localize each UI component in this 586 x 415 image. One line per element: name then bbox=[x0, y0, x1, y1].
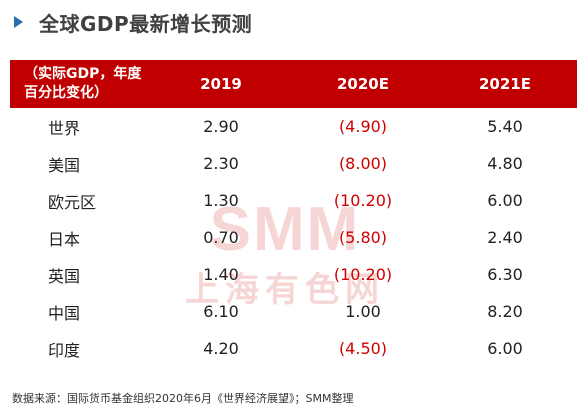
table-row: 英国 1.40 (10.20) 6.30 bbox=[10, 256, 577, 293]
page-header: 全球GDP最新增长预测 bbox=[8, 6, 252, 38]
table-header: （实际GDP，年度 百分比变化） 2019 2020E 2021E bbox=[10, 60, 577, 108]
column-header-2019: 2019 bbox=[200, 75, 242, 93]
table-row: 印度 4.20 (4.50) 6.00 bbox=[10, 330, 577, 367]
header-first-cell: （实际GDP，年度 百分比变化） bbox=[24, 66, 142, 101]
region-label: 美国 bbox=[48, 155, 81, 175]
value-2020e: (8.00) bbox=[338, 154, 388, 173]
value-2021e: 6.00 bbox=[487, 191, 523, 210]
value-2020e: (5.80) bbox=[338, 228, 388, 247]
region-label: 英国 bbox=[48, 266, 81, 286]
region-label: 世界 bbox=[48, 118, 81, 138]
table-row: 中国 6.10 1.00 8.20 bbox=[10, 293, 577, 330]
value-2020e: (4.90) bbox=[338, 117, 388, 136]
value-2020e: 1.00 bbox=[345, 302, 381, 321]
value-2019: 2.30 bbox=[203, 154, 239, 173]
gdp-table: （实际GDP，年度 百分比变化） 2019 2020E 2021E 世界 2.9… bbox=[10, 60, 577, 367]
column-header-2020e: 2020E bbox=[337, 75, 389, 93]
table-row: 美国 2.30 (8.00) 4.80 bbox=[10, 145, 577, 182]
arrow-bullet-icon bbox=[14, 16, 23, 28]
value-2021e: 5.40 bbox=[487, 117, 523, 136]
table-body: 世界 2.90 (4.90) 5.40 美国 2.30 (8.00) 4.80 … bbox=[10, 108, 577, 367]
region-label: 日本 bbox=[48, 229, 81, 249]
region-label: 印度 bbox=[48, 340, 81, 360]
value-2021e: 4.80 bbox=[487, 154, 523, 173]
value-2020e: (10.20) bbox=[333, 265, 393, 284]
table-row: 日本 0.70 (5.80) 2.40 bbox=[10, 219, 577, 256]
table-row: 欧元区 1.30 (10.20) 6.00 bbox=[10, 182, 577, 219]
value-2021e: 6.30 bbox=[487, 265, 523, 284]
value-2019: 6.10 bbox=[203, 302, 239, 321]
value-2019: 1.40 bbox=[203, 265, 239, 284]
value-2019: 1.30 bbox=[203, 191, 239, 210]
page-title: 全球GDP最新增长预测 bbox=[39, 11, 253, 36]
value-2020e: (10.20) bbox=[333, 191, 393, 210]
value-2021e: 8.20 bbox=[487, 302, 523, 321]
value-2019: 2.90 bbox=[203, 117, 239, 136]
value-2021e: 2.40 bbox=[487, 228, 523, 247]
value-2019: 4.20 bbox=[203, 339, 239, 358]
region-label: 欧元区 bbox=[48, 192, 97, 212]
value-2020e: (4.50) bbox=[338, 339, 388, 358]
value-2019: 0.70 bbox=[203, 228, 239, 247]
value-2021e: 6.00 bbox=[487, 339, 523, 358]
column-header-2021e: 2021E bbox=[479, 75, 531, 93]
table-row: 世界 2.90 (4.90) 5.40 bbox=[10, 108, 577, 145]
region-label: 中国 bbox=[48, 303, 81, 323]
source-footnote: 数据来源：国际货币基金组织2020年6月《世界经济展望》；SMM整理 bbox=[12, 392, 354, 405]
